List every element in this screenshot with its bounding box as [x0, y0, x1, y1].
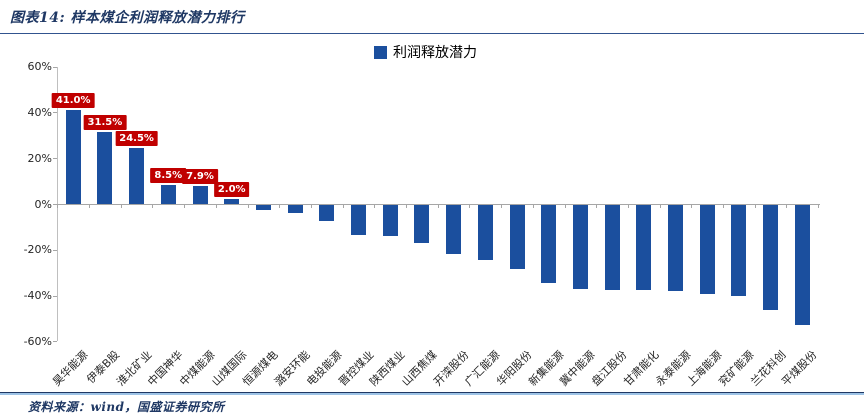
source-note: 资料来源：wind，国盛证券研究所 [28, 400, 225, 414]
bar [572, 205, 588, 290]
bar [319, 205, 335, 222]
x-axis-tick [596, 204, 598, 208]
x-axis-tick [564, 204, 566, 208]
y-axis-tick [53, 204, 57, 205]
x-axis-tick [184, 204, 186, 208]
y-axis-label: 20% [27, 151, 52, 165]
title-divider [0, 33, 864, 34]
bar [477, 205, 493, 260]
bar [794, 205, 810, 325]
y-axis-tick [53, 112, 57, 114]
x-axis-tick [754, 204, 756, 208]
footer-divider [0, 392, 864, 395]
bar [414, 205, 430, 243]
y-axis-tick [53, 66, 57, 68]
data-label: 2.0% [213, 182, 250, 198]
bar [604, 205, 620, 290]
bar [636, 205, 652, 291]
bar [287, 205, 303, 214]
y-axis-line [57, 66, 58, 342]
y-axis-tick [53, 249, 57, 251]
bar [541, 205, 557, 283]
data-label: 31.5% [83, 114, 127, 130]
data-label: 7.9% [182, 168, 218, 184]
x-axis-tick [215, 204, 217, 208]
x-axis-tick [691, 204, 693, 208]
bar [160, 184, 176, 204]
bar [224, 199, 240, 204]
x-axis-tick [437, 204, 439, 208]
bar [699, 205, 715, 294]
x-axis-tick [279, 204, 281, 208]
x-axis-tick [818, 204, 820, 208]
y-axis-label: 0% [34, 197, 52, 211]
x-axis-tick [120, 204, 122, 208]
x-axis-tick [469, 204, 471, 208]
y-axis-tick [53, 341, 57, 343]
y-axis-tick [53, 295, 57, 297]
x-axis-tick [310, 204, 312, 208]
y-axis-label: 60% [27, 60, 52, 74]
y-axis-label: -20% [23, 243, 52, 257]
legend-marker-icon [374, 45, 387, 59]
bar [351, 205, 366, 235]
y-axis-label: -60% [23, 334, 52, 348]
bar [382, 205, 398, 236]
bar [446, 205, 462, 255]
bar [731, 205, 747, 297]
bar [192, 185, 208, 204]
x-axis-tick [532, 204, 534, 208]
x-axis-tick [247, 204, 249, 208]
bar [255, 205, 271, 210]
x-axis-tick [501, 204, 503, 208]
legend-label: 利润释放潜力 [393, 45, 477, 61]
x-axis-tick [406, 204, 408, 208]
data-label: 41.0% [51, 93, 95, 109]
y-axis-label: 40% [27, 105, 52, 119]
y-axis-label: -40% [23, 289, 52, 303]
x-axis-label: 昊华能源 [50, 348, 91, 389]
legend: 利润释放潜力 [374, 42, 477, 62]
bar [65, 110, 81, 204]
data-label: 24.5% [115, 130, 158, 146]
x-axis-tick [374, 204, 376, 208]
x-axis-tick [627, 204, 629, 208]
bar [129, 147, 145, 204]
data-label: 8.5% [150, 167, 187, 183]
x-axis-tick [786, 204, 788, 208]
bar [763, 205, 779, 311]
x-axis-tick [152, 204, 154, 208]
x-axis-tick [89, 204, 91, 208]
figure-title: 图表14: 样本煤企利润释放潜力排行 [10, 10, 245, 26]
x-axis-tick [342, 204, 344, 208]
x-axis-tick [57, 204, 59, 208]
x-axis-tick [659, 204, 661, 208]
bar [97, 131, 113, 204]
bar [509, 205, 525, 270]
x-axis-tick [723, 204, 725, 208]
y-axis-tick [53, 158, 57, 160]
bar [668, 205, 683, 292]
